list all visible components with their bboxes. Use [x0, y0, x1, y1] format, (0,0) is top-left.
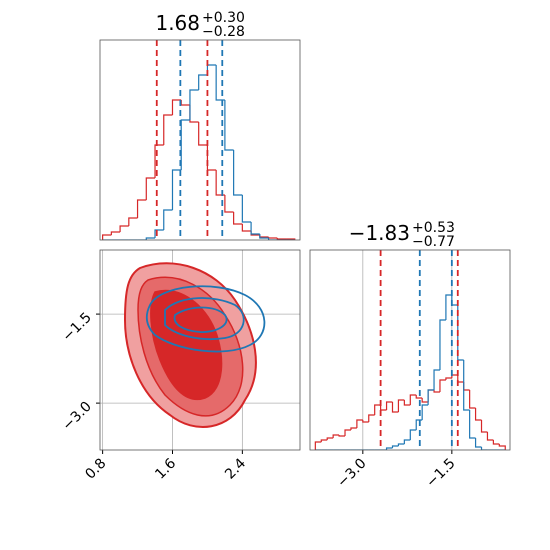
histogram-step	[102, 234, 112, 240]
histogram-step	[391, 402, 399, 413]
histogram-step	[385, 447, 393, 450]
contour-regions	[123, 262, 266, 428]
histogram-step	[409, 394, 417, 405]
panel-frame	[309, 249, 511, 451]
panel-title: −1.83	[349, 221, 410, 245]
histogram-step	[498, 444, 506, 450]
histogram-step	[145, 237, 156, 240]
histogram-step	[250, 222, 260, 235]
histogram-step	[421, 398, 429, 403]
histogram-step	[154, 144, 164, 178]
title-upper: +0.53	[412, 220, 455, 236]
histogram-step	[154, 229, 164, 238]
histogram-step	[480, 420, 488, 433]
histogram-step	[338, 435, 346, 437]
histogram-step	[469, 410, 476, 439]
histogram-step	[403, 400, 411, 406]
histogram-step	[433, 369, 440, 390]
contour-blue-middle	[164, 297, 245, 341]
histogram-step	[474, 408, 482, 421]
histogram-step	[198, 74, 208, 90]
histogram-step	[362, 420, 369, 423]
histogram-step	[326, 437, 334, 440]
histogram-step	[480, 447, 488, 450]
histogram-step	[486, 432, 494, 441]
histogram-step	[403, 439, 411, 444]
histogram-step	[463, 360, 470, 411]
panel	[314, 250, 506, 450]
histogram-step	[356, 419, 363, 428]
histogram-step	[439, 379, 446, 392]
histogram-step	[427, 389, 435, 405]
histogram-step	[439, 319, 446, 370]
histogram-step	[421, 404, 429, 420]
histogram-step	[474, 438, 482, 448]
histogram-step	[128, 217, 138, 226]
histogram-step	[241, 195, 252, 223]
histogram-step	[409, 429, 417, 440]
histogram-step	[171, 99, 182, 115]
histogram-step	[374, 404, 381, 415]
panel-frame	[99, 249, 301, 451]
title-upper: +0.30	[202, 10, 245, 26]
histogram-step	[350, 427, 357, 430]
histogram-step	[385, 401, 393, 410]
histogram-step	[445, 294, 452, 320]
histogram-step	[397, 443, 405, 446]
histogram-step	[110, 231, 121, 235]
histogram-step	[314, 441, 322, 450]
histogram-step	[445, 377, 452, 380]
histogram-step	[415, 395, 423, 399]
title-lower: −0.77	[412, 234, 455, 250]
histogram-step	[397, 399, 405, 412]
contour-blue-inner	[173, 306, 228, 333]
histogram-step	[368, 414, 375, 422]
histogram-step	[136, 199, 147, 218]
histogram-step	[469, 390, 476, 409]
histogram-step	[492, 440, 500, 445]
title-lower: −0.28	[202, 24, 245, 40]
histogram-step	[267, 238, 278, 240]
panel	[102, 40, 296, 240]
histogram-step	[233, 212, 243, 225]
histogram-step	[163, 114, 173, 145]
histogram-step	[119, 225, 129, 232]
histogram-step	[433, 390, 440, 393]
histogram-step	[391, 445, 399, 448]
panel-frame	[99, 39, 301, 241]
histogram-step	[171, 169, 182, 210]
histogram-step	[233, 150, 243, 196]
histogram-step	[332, 434, 340, 438]
histogram-step	[241, 224, 252, 232]
histogram-step	[145, 177, 156, 200]
histogram-step	[189, 89, 199, 120]
histogram-step	[276, 238, 287, 240]
histogram-step	[224, 195, 234, 213]
histogram-step	[163, 209, 173, 230]
histogram-step	[198, 122, 208, 146]
histogram-step	[344, 429, 351, 436]
histogram-step	[259, 234, 269, 239]
histogram-step	[320, 439, 328, 442]
panel-title: 1.68	[155, 11, 200, 35]
contour-blue-outer	[145, 285, 266, 353]
histogram-step	[224, 100, 234, 151]
